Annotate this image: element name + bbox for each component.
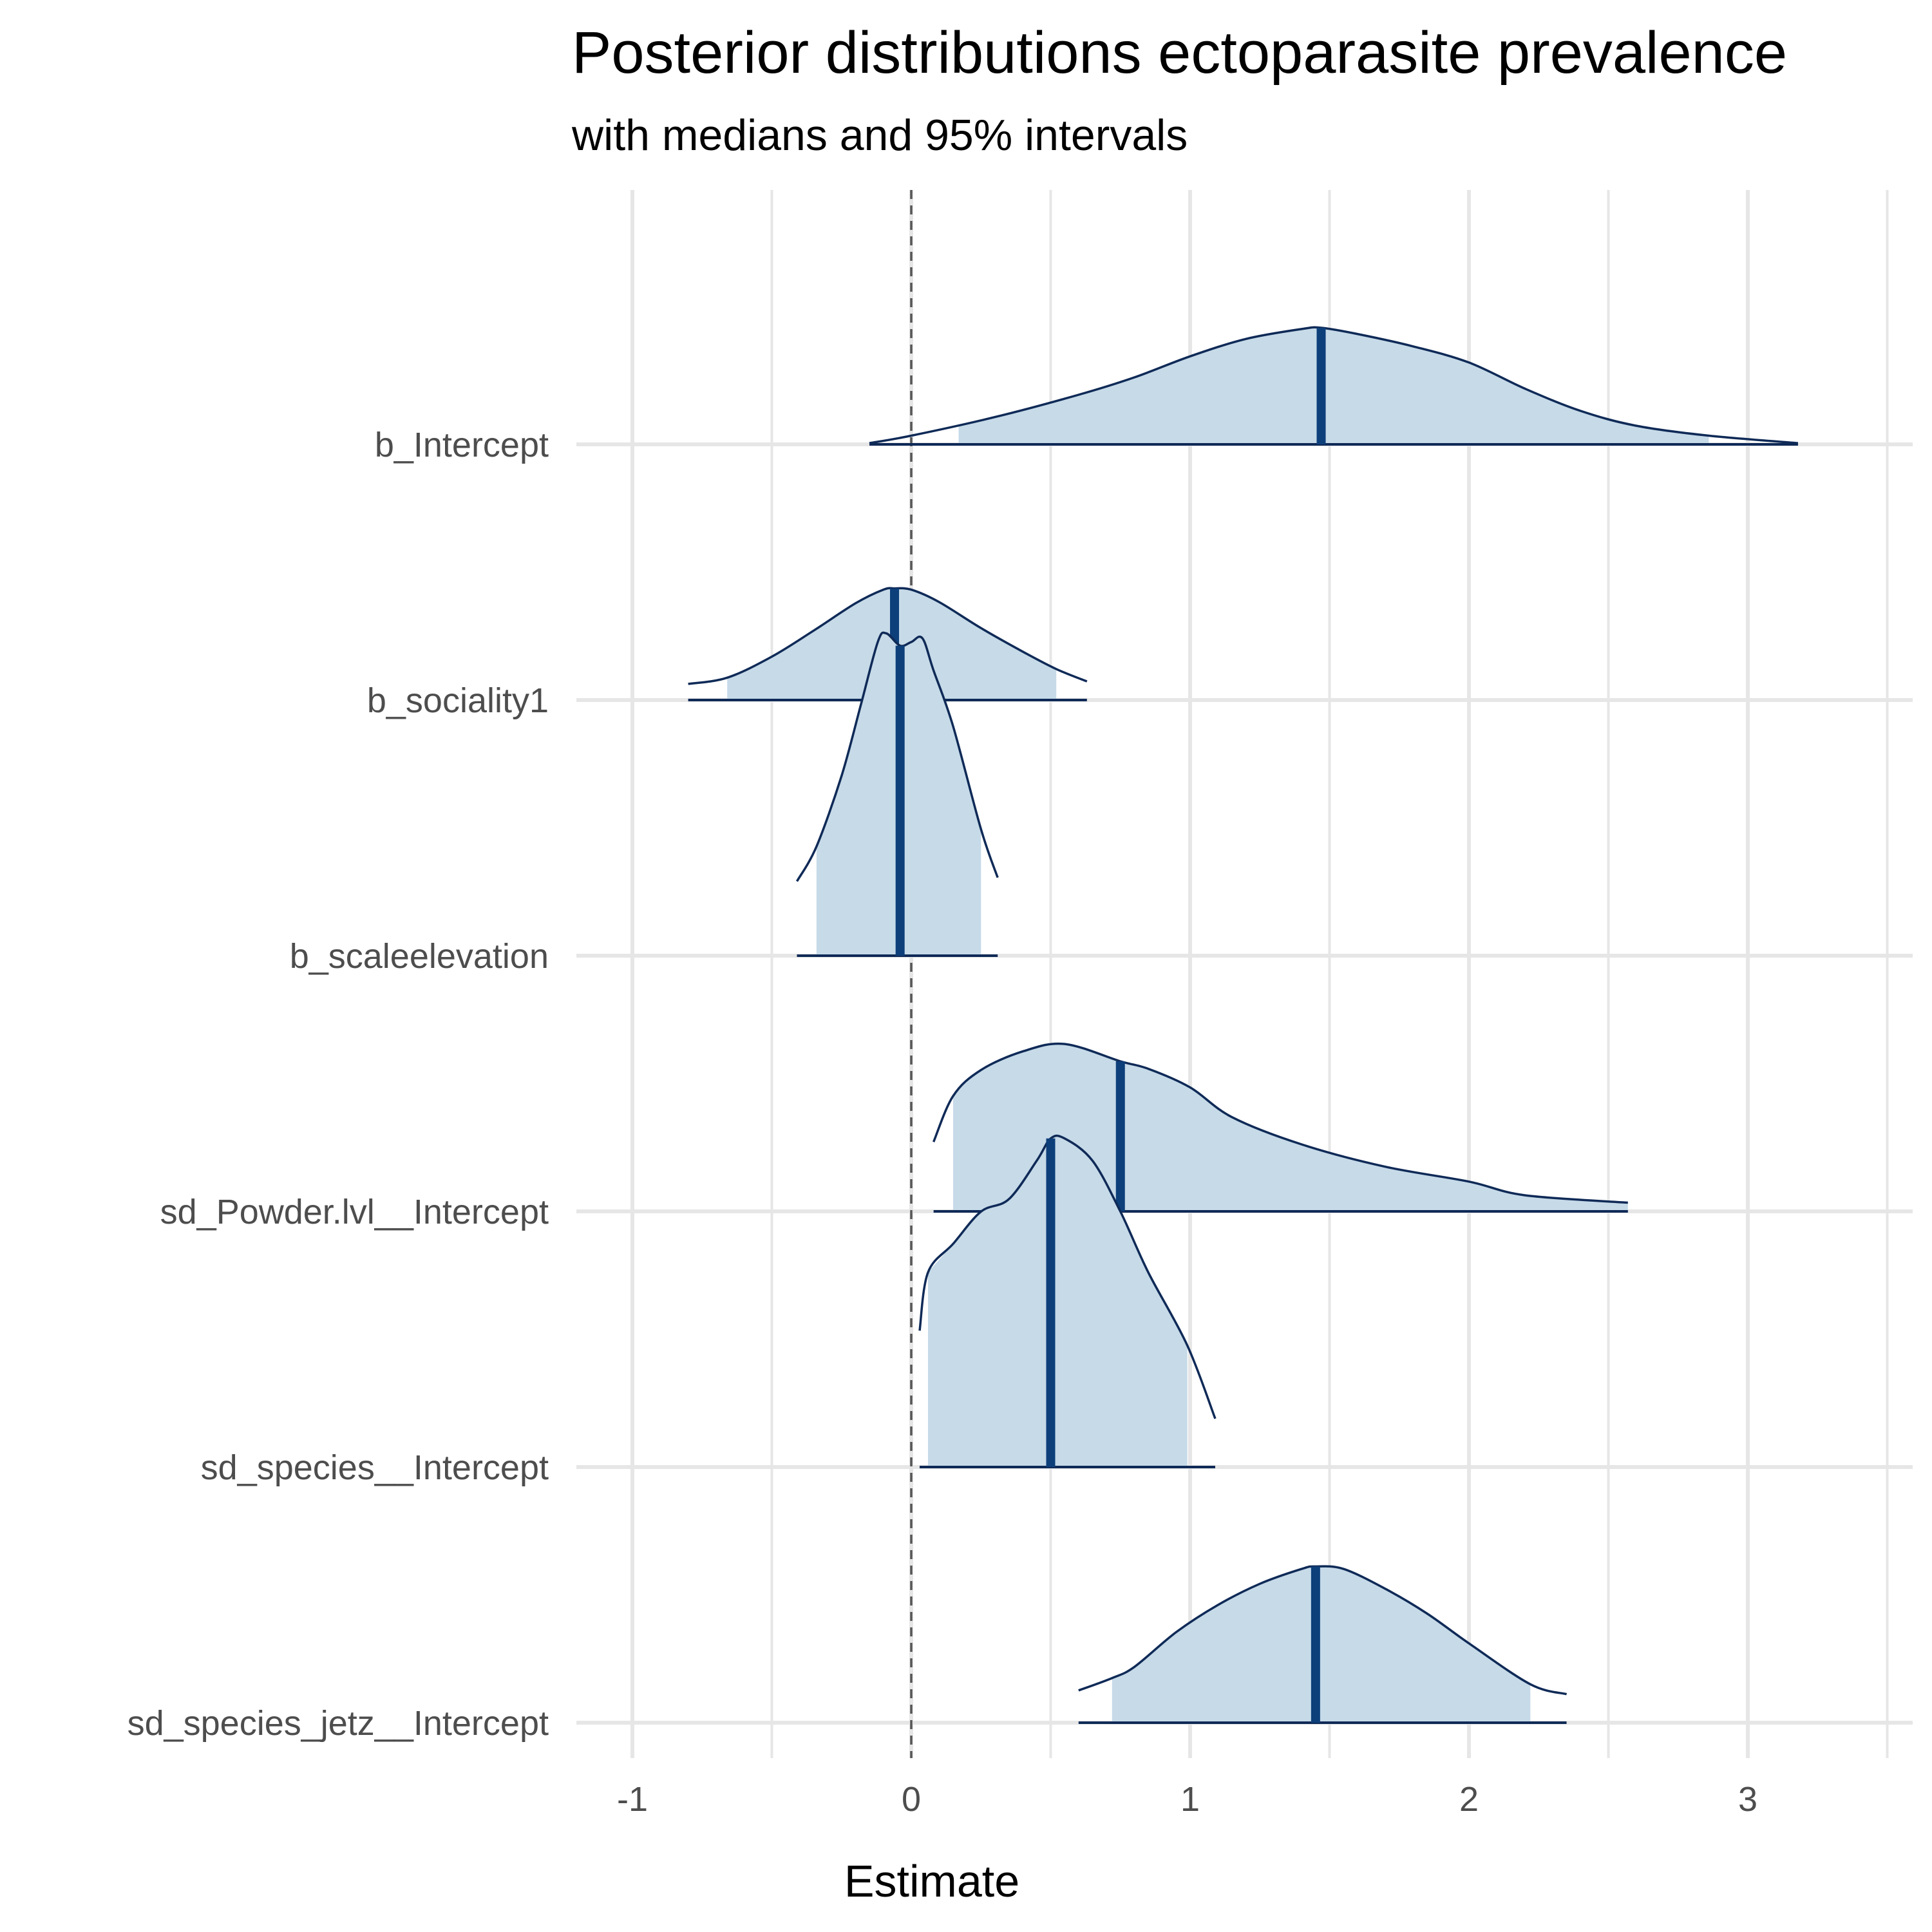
x-axis-ticks: -1 0 1 2 3 — [617, 1780, 1757, 1819]
y-axis-labels: b_Intercept b_sociality1 b_scaleelevations… — [128, 426, 549, 1743]
x-tick-label: 3 — [1738, 1780, 1757, 1819]
y-axis-label: b_scaleelevation — [290, 937, 549, 976]
y-axis-label: b_Intercept — [375, 426, 549, 464]
x-tick-label: -1 — [617, 1780, 648, 1819]
x-tick-label: 1 — [1180, 1780, 1200, 1819]
x-axis-title: Estimate — [844, 1856, 1019, 1906]
x-tick-label: 0 — [902, 1780, 921, 1819]
y-axis-label: b_sociality1 — [367, 681, 549, 720]
chart-subtitle: with medians and 95% intervals — [571, 111, 1188, 160]
y-axis-label: sd_species__Intercept — [201, 1448, 549, 1487]
density-sd-species-jetz-intercept — [1078, 1565, 1567, 1724]
chart-title: Posterior distributions ectoparasite pre… — [572, 20, 1787, 86]
density-outline — [918, 1134, 1217, 1419]
density-sd-species-intercept — [918, 1134, 1217, 1468]
interval-area — [958, 327, 1709, 444]
density-outline — [932, 1042, 1628, 1204]
density-b-intercept — [869, 326, 1799, 446]
x-tick-label: 2 — [1459, 1780, 1479, 1819]
density-outline — [688, 587, 1088, 685]
density-outline — [1078, 1565, 1567, 1696]
density-outline — [795, 631, 999, 882]
y-axis-label: sd_Powder.lvl__Intercept — [160, 1193, 549, 1231]
density-b-scaleelevation — [795, 631, 999, 957]
interval-area — [1112, 1566, 1531, 1723]
y-axis-label: sd_species_jetz__Intercept — [128, 1704, 549, 1743]
density-outline — [869, 326, 1799, 444]
density-series — [688, 326, 1799, 1724]
